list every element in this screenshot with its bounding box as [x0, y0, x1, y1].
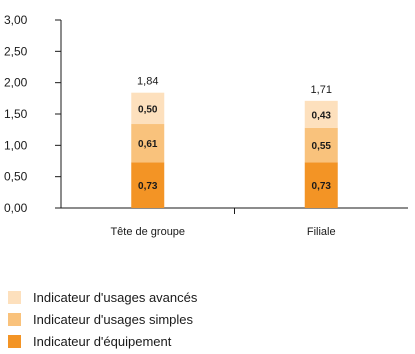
category-label: Filiale [307, 226, 336, 238]
legend-item-advanced: Indicateur d'usages avancés [8, 286, 197, 308]
y-tick-label: 2,50 [4, 44, 28, 58]
y-tick-label: 2,00 [4, 76, 28, 90]
bar-segment [131, 124, 165, 163]
category-label: Tête de groupe [110, 226, 185, 238]
bar-segment [304, 100, 338, 128]
y-tick-label: 3,00 [4, 13, 28, 27]
legend-item-simple: Indicateur d'usages simples [8, 308, 197, 330]
legend-label-simple: Indicateur d'usages simples [33, 311, 194, 327]
bar-groups: 0,73 0,61 0,50 1,84 0,73 0,55 0,43 1,71 [131, 76, 338, 208]
y-tick-label: 0,00 [4, 201, 28, 215]
legend-swatch-advanced [8, 290, 21, 304]
legend-item-equipment: Indicateur d'équipement [8, 330, 197, 352]
category-labels: Tête de groupe Filiale [110, 226, 335, 238]
bar-segment [131, 162, 165, 208]
total-value-label: 1,84 [137, 76, 158, 88]
segment-value-label: 0,73 [312, 181, 332, 192]
total-value-label: 1,71 [311, 84, 332, 96]
legend-label-equipment: Indicateur d'équipement [33, 333, 172, 349]
bar-segment [131, 92, 165, 125]
segment-value-label: 0,61 [138, 139, 158, 150]
y-tick-label: 0,50 [4, 170, 28, 184]
y-tick-label: 1,50 [4, 107, 28, 121]
segment-value-label: 0,50 [138, 104, 158, 115]
bar-segment [304, 162, 338, 208]
stacked-bar-chart: 0,00 0,50 1,00 1,50 2,00 2,50 3,00 0,73 0,61 0,5… [4, 13, 408, 238]
legend: Indicateur d'usages avancés Indicateur d… [8, 286, 197, 352]
legend-swatch-equipment [8, 334, 21, 348]
bar-segment [304, 127, 338, 163]
y-axis-ticks: 0,00 0,50 1,00 1,50 2,00 2,50 3,00 [4, 13, 61, 215]
segment-value-label: 0,43 [312, 110, 332, 121]
y-tick-label: 1,00 [4, 138, 28, 152]
segment-value-label: 0,55 [312, 141, 332, 152]
segment-value-label: 0,73 [138, 181, 158, 192]
legend-label-advanced: Indicateur d'usages avancés [33, 289, 198, 305]
legend-swatch-simple [8, 312, 21, 326]
